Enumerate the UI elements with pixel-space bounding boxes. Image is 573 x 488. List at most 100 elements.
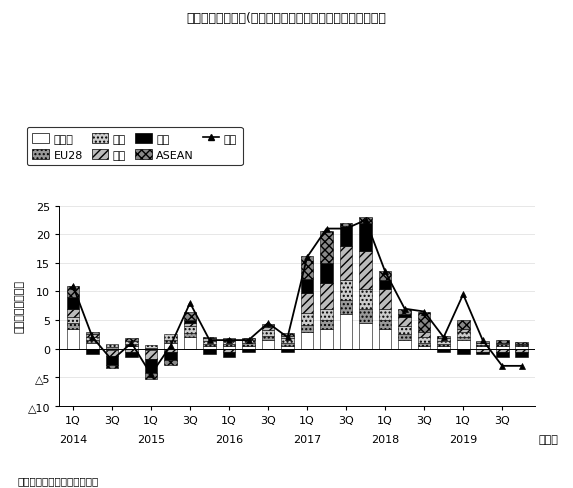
Bar <box>242 339 255 341</box>
Bar <box>184 312 197 321</box>
Bar <box>144 359 158 373</box>
Bar <box>184 326 197 333</box>
Bar <box>86 341 99 343</box>
Bar <box>86 335 99 338</box>
Bar <box>379 281 391 289</box>
Bar <box>476 349 489 352</box>
Bar <box>320 232 333 264</box>
Legend: その他, EU28, 米国, 中国, 日本, ASEAN, 総額: その他, EU28, 米国, 中国, 日本, ASEAN, 総額 <box>27 128 242 166</box>
Bar <box>496 341 508 343</box>
Bar <box>125 345 138 346</box>
Bar <box>105 349 118 351</box>
Bar <box>515 349 528 352</box>
Bar <box>476 343 489 345</box>
Bar <box>164 335 177 341</box>
Bar <box>301 294 313 314</box>
Bar <box>398 309 411 315</box>
Bar <box>223 352 236 358</box>
Bar <box>203 349 216 355</box>
Bar <box>125 342 138 345</box>
Bar <box>496 346 508 349</box>
Bar <box>262 327 274 330</box>
Bar <box>164 361 177 365</box>
Bar <box>418 346 430 349</box>
Text: 2017: 2017 <box>293 434 321 444</box>
Bar <box>66 318 79 323</box>
Bar <box>398 341 411 349</box>
Bar <box>320 321 333 329</box>
Bar <box>223 349 236 352</box>
Bar <box>320 264 333 284</box>
Bar <box>340 281 352 301</box>
Bar <box>281 349 294 352</box>
Bar <box>125 352 138 358</box>
Bar <box>223 339 236 342</box>
Bar <box>340 315 352 349</box>
Bar <box>203 345 216 346</box>
Bar <box>125 349 138 352</box>
Bar <box>203 342 216 345</box>
Bar <box>281 343 294 346</box>
Bar <box>105 345 118 347</box>
Bar <box>301 332 313 349</box>
Bar <box>66 298 79 309</box>
Y-axis label: （％、ポイント）: （％、ポイント） <box>15 280 25 333</box>
Bar <box>203 339 216 342</box>
Bar <box>496 343 508 345</box>
Bar <box>418 312 430 332</box>
Bar <box>66 309 79 318</box>
Bar <box>418 338 430 343</box>
Bar <box>418 343 430 346</box>
Bar <box>144 348 158 349</box>
Bar <box>66 323 79 329</box>
Bar <box>418 332 430 338</box>
Bar <box>301 314 313 325</box>
Bar <box>398 318 411 326</box>
Bar <box>379 329 391 349</box>
Bar <box>223 345 236 346</box>
Bar <box>359 252 372 289</box>
Bar <box>359 309 372 323</box>
Bar <box>184 338 197 349</box>
Bar <box>437 346 450 349</box>
Bar <box>379 289 391 309</box>
Text: 図　輸出の増減率(前年同期比）と国・地域別寄与度の推移: 図 輸出の増減率(前年同期比）と国・地域別寄与度の推移 <box>187 12 386 25</box>
Bar <box>457 329 469 332</box>
Bar <box>144 373 158 379</box>
Bar <box>379 272 391 281</box>
Bar <box>105 356 118 365</box>
Text: 2015: 2015 <box>137 434 165 444</box>
Bar <box>379 309 391 321</box>
Bar <box>144 351 158 359</box>
Bar <box>398 326 411 335</box>
Bar <box>476 346 489 349</box>
Bar <box>398 315 411 318</box>
Bar <box>496 345 508 346</box>
Bar <box>340 224 352 226</box>
Bar <box>320 329 333 349</box>
Bar <box>184 321 197 323</box>
Bar <box>105 351 118 356</box>
Bar <box>125 339 138 342</box>
Bar <box>476 342 489 343</box>
Bar <box>86 349 99 355</box>
Bar <box>515 342 528 344</box>
Bar <box>281 339 294 343</box>
Bar <box>164 343 177 349</box>
Bar <box>86 338 99 341</box>
Bar <box>340 246 352 281</box>
Bar <box>105 347 118 349</box>
Bar <box>105 365 118 368</box>
Bar <box>437 349 450 352</box>
Bar <box>476 345 489 346</box>
Bar <box>184 333 197 338</box>
Bar <box>242 341 255 343</box>
Bar <box>379 321 391 329</box>
Bar <box>340 226 352 246</box>
Bar <box>86 332 99 335</box>
Bar <box>223 342 236 345</box>
Text: 2019: 2019 <box>449 434 477 444</box>
Bar <box>262 325 274 327</box>
Bar <box>320 284 333 309</box>
Bar <box>437 339 450 342</box>
